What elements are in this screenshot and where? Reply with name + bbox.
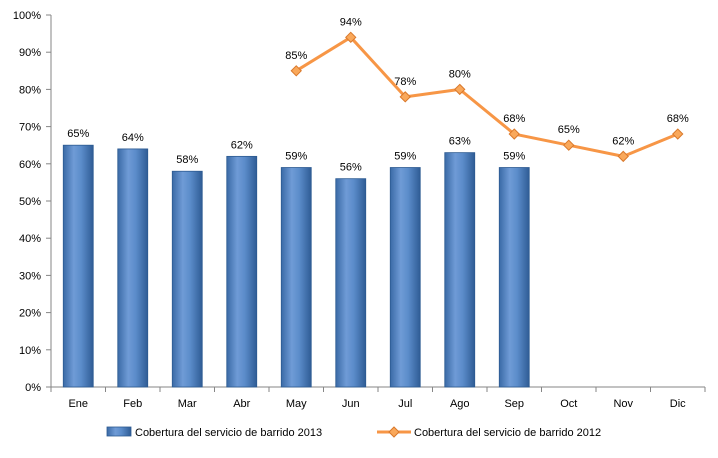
line-data-label: 80% xyxy=(449,68,471,80)
line-point xyxy=(617,150,629,163)
line-point xyxy=(345,31,357,44)
y-tick-label: 30% xyxy=(19,270,41,282)
bar-data-label: 59% xyxy=(394,151,416,163)
y-tick-label: 10% xyxy=(19,345,41,357)
x-tick-label: Feb xyxy=(123,398,142,410)
bar-data-label: 59% xyxy=(285,151,307,163)
y-tick-label: 40% xyxy=(19,233,41,245)
y-tick-label: 100% xyxy=(13,10,41,22)
legend-bar-swatch xyxy=(106,426,132,437)
y-axis: 0% 10% 20% 30% 40% 50% 60% 70% 80% 90% 100% xyxy=(13,10,52,394)
line-data-label: 68% xyxy=(667,113,689,125)
x-axis: Ene Feb Mar Abr May Jun Jul Ago Sep Oct Nov Dic xyxy=(50,386,706,410)
legend-label-2013: Cobertura del servicio de barrido 2013 xyxy=(135,427,322,439)
line-point xyxy=(672,128,684,140)
line-point xyxy=(290,65,302,77)
x-tick-label: May xyxy=(286,398,307,410)
bar xyxy=(226,155,258,388)
line-point xyxy=(563,139,575,151)
bar-data-label: 64% xyxy=(122,132,144,144)
y-tick-label: 90% xyxy=(19,47,41,59)
line-data-label: 68% xyxy=(503,113,525,125)
bar xyxy=(62,144,94,388)
series-line xyxy=(295,35,679,158)
legend: Cobertura del servicio de barrido 2013 Co… xyxy=(106,426,601,439)
bar-data-label: 59% xyxy=(503,151,525,163)
x-tick-label: Abr xyxy=(233,398,250,410)
line-point xyxy=(508,128,520,140)
y-tick-label: 80% xyxy=(19,84,41,96)
bar xyxy=(389,167,421,388)
x-tick-label: Jun xyxy=(342,398,360,410)
x-tick-label: Oct xyxy=(560,398,577,410)
bar xyxy=(335,178,367,388)
bar-data-label: 56% xyxy=(340,162,362,174)
x-tick-label: Ago xyxy=(450,398,470,410)
bar-series: 65% 64% 58% 62% 59% 56% 59% 63% 59% xyxy=(62,128,530,388)
legend-diamond-marker xyxy=(388,426,400,438)
bar-data-label: 62% xyxy=(231,139,253,151)
x-tick-label: Mar xyxy=(178,398,197,410)
line-point xyxy=(454,83,466,96)
y-tick-label: 20% xyxy=(19,308,41,320)
line-data-label: 94% xyxy=(340,16,362,28)
line-data-label: 85% xyxy=(285,50,307,62)
y-tick-label: 70% xyxy=(19,122,41,134)
line-data-label: 65% xyxy=(558,124,580,136)
legend-label-2012: Cobertura del servicio de barrido 2012 xyxy=(414,427,601,439)
x-tick-label: Ene xyxy=(68,398,88,410)
x-tick-label: Dic xyxy=(670,398,686,410)
line-data-label: 62% xyxy=(612,135,634,147)
x-tick-label: Nov xyxy=(613,398,633,410)
bar-data-label: 63% xyxy=(449,136,471,148)
y-tick-label: 50% xyxy=(19,196,41,208)
bar xyxy=(171,170,203,388)
bar-data-label: 58% xyxy=(176,154,198,166)
line-data-label: 78% xyxy=(394,76,416,88)
bar xyxy=(498,167,530,388)
bar xyxy=(280,167,312,388)
x-tick-label: Jul xyxy=(398,398,412,410)
line-point xyxy=(399,91,411,103)
line-series: 85% 94% 78% 80% 68% 65% 62% 68% xyxy=(285,16,689,163)
bar xyxy=(117,148,149,388)
y-tick-label: 60% xyxy=(19,159,41,171)
bar xyxy=(444,152,476,388)
x-tick-label: Sep xyxy=(504,398,524,410)
y-tick-label: 0% xyxy=(25,382,41,394)
bar-data-label: 65% xyxy=(67,128,89,140)
